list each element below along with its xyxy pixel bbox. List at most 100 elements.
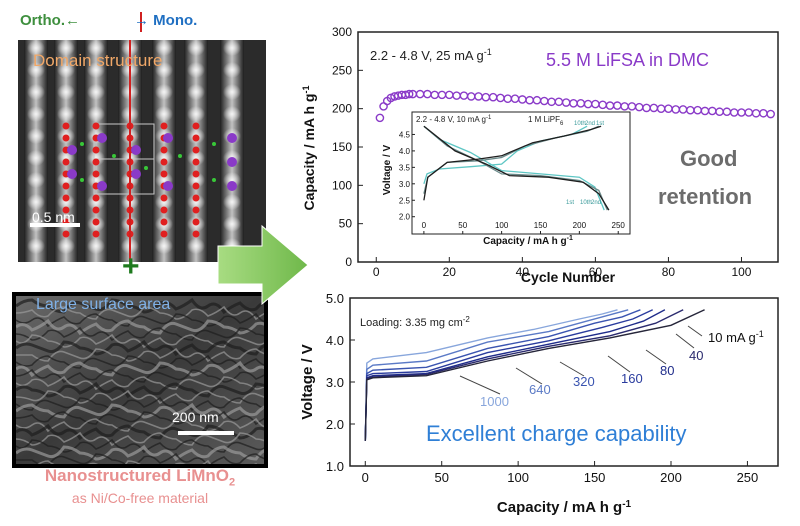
manganese-atom (131, 169, 141, 179)
top-condition: 2.2 - 4.8 V, 25 mA g-1 (370, 47, 492, 63)
top-x-tick-label: 40 (516, 265, 530, 279)
big-arrow-icon (217, 224, 309, 306)
oxygen-atom (62, 158, 70, 166)
capacity-point (598, 100, 607, 110)
oxygen-atom (92, 218, 100, 226)
capacity-point (613, 101, 622, 110)
sem-ridge (16, 305, 264, 321)
oxygen-atom (92, 146, 100, 154)
rate-label-320: 320 (573, 374, 595, 389)
oxygen-atom (192, 218, 200, 226)
rate-label-10: 10 mA g-1 (708, 329, 764, 345)
capacity-point (627, 102, 637, 111)
bottom-x-tick-label: 200 (660, 470, 682, 485)
inset-condition: 2.2 - 4.8 V, 10 mA g-1 (416, 115, 492, 124)
lattice-spot (57, 238, 75, 254)
rate-label-1000: 1000 (480, 394, 509, 409)
top-y-tick-label: 200 (332, 102, 352, 116)
capacity-point (554, 97, 564, 107)
lattice-spot (27, 40, 45, 56)
manganese-atom (163, 133, 173, 143)
lattice-spot (87, 150, 105, 166)
rate-curve-640 (364, 309, 629, 441)
inset-x-tick-label: 100 (495, 221, 509, 230)
lattice-spot (87, 40, 105, 56)
sem-ridge (16, 360, 264, 378)
capacity-point (466, 92, 476, 101)
lattice-spot (87, 62, 105, 78)
domain-structure-label: Domain structure (33, 51, 163, 70)
oxygen-atom (92, 230, 100, 238)
stem-lattice-image (24, 40, 244, 262)
oxygen-atom (92, 170, 100, 178)
capacity-point (404, 89, 414, 99)
retention-label: retention (658, 184, 752, 209)
rate-curve-1000 (364, 309, 618, 441)
sem-ridge (16, 318, 264, 336)
inset-cycle-1-bottom: 1st (566, 200, 574, 206)
oxygen-atom (160, 170, 168, 178)
top-x-label: Cycle Number (521, 269, 616, 285)
domain-direction-labels: Ortho.← → Mono. (10, 10, 260, 34)
rate-label-40: 40 (689, 348, 703, 363)
inset-curve-10th-charge (423, 125, 602, 201)
capacity-point (415, 89, 425, 99)
oxygen-atom (192, 146, 200, 154)
capacity-point (751, 108, 761, 118)
capacity-point (525, 95, 534, 105)
bottom-x-tick-label: 0 (362, 470, 369, 485)
top-y-tick-label: 100 (332, 178, 352, 192)
oxygen-atom (160, 194, 168, 202)
lattice-spot (187, 62, 205, 78)
inset-x-label: Capacity / mA h g-1 (483, 235, 573, 247)
oxygen-atom (192, 230, 200, 238)
lithium-atom (144, 166, 148, 170)
stem-image-panel (18, 40, 266, 262)
lattice-spot (187, 84, 205, 100)
inset-ticks: 2.0 2.5 3.0 3.5 4.0 4.5 0 50 100 150 200 250 (399, 130, 625, 234)
capacity-point (510, 94, 520, 103)
sem-ridge (16, 389, 264, 405)
lattice-spot (223, 216, 241, 232)
inset-y-tick-label: 3.5 (399, 163, 411, 172)
sem-ridge (16, 333, 264, 349)
sem-ridge (16, 375, 264, 391)
inset-y-tick-label: 2.5 (399, 196, 411, 205)
rate-curve-160 (364, 309, 653, 441)
capacity-point (503, 94, 513, 103)
material-formula: Nanostructured LiMnO (44, 466, 230, 485)
lattice-spot (155, 106, 173, 122)
inset-curve-1st-discharge (423, 125, 605, 211)
lattice-spot (27, 194, 45, 210)
lattice-spot (87, 194, 105, 210)
manganese-atom (97, 133, 107, 143)
lattice-spot (87, 238, 105, 254)
sem-ridge (16, 402, 264, 420)
oxygen-atom (160, 230, 168, 238)
lattice-spot (187, 194, 205, 210)
capacity-point (481, 92, 491, 102)
capacity-point (700, 106, 710, 116)
domain-boundary-marker (140, 12, 142, 32)
bottom-x-ticks: 0 50 100 150 200 250 (362, 461, 758, 485)
top-y-tick-label: 300 (332, 25, 352, 39)
capacity-point (766, 109, 775, 119)
bottom-x-tick-label: 150 (584, 470, 606, 485)
lattice-spot (27, 128, 45, 144)
bottom-y-label: Voltage / V (299, 344, 316, 420)
inset-cycle-2-bottom: 2nd (591, 200, 601, 206)
inset-cycle-10: 10th (574, 121, 586, 127)
inset-y-tick-label: 4.5 (399, 130, 411, 139)
bottom-y-ticks: 1.0 2.0 3.0 4.0 5.0 (326, 291, 355, 474)
oxygen-atom (192, 122, 200, 130)
lattice-spot (155, 62, 173, 78)
oxygen-atom (160, 218, 168, 226)
capacity-point (656, 104, 666, 113)
capacity-point (634, 102, 644, 112)
rate-label-640: 640 (529, 382, 551, 397)
lattice-spot (57, 194, 75, 210)
lattice-spot (223, 84, 241, 100)
oxygen-atom (192, 182, 200, 190)
sem-ridge (16, 396, 264, 412)
capacity-point (744, 108, 754, 117)
